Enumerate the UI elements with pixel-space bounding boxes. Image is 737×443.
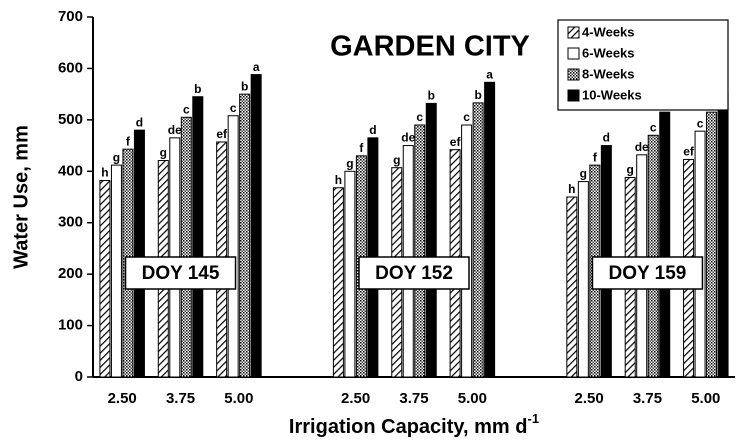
bar-letter: ef (216, 127, 228, 141)
bar-letter: c (650, 120, 657, 134)
bar-letter: h (568, 182, 575, 196)
legend-swatch (567, 68, 580, 81)
bar-letter: a (486, 67, 493, 81)
x-axis-label-text: Irrigation Capacity, mm d (289, 416, 528, 438)
x-tick-label: 2.50 (341, 390, 370, 407)
x-tick-label: 5.00 (224, 390, 253, 407)
bar (577, 181, 589, 378)
y-tick-label: 400 (58, 162, 83, 179)
group-label: DOY 145 (142, 263, 220, 284)
bar-letter: g (160, 146, 167, 160)
y-axis-label: Water Use, mm (10, 125, 32, 269)
group-label-box (124, 256, 237, 290)
legend-label: 6-Weeks (582, 45, 635, 60)
bar-letter: de (401, 131, 415, 145)
bar-letter: c (230, 101, 237, 115)
y-tick-label: 300 (58, 214, 83, 231)
legend-label: 10-Weeks (582, 87, 642, 102)
y-tick-label: 700 (58, 8, 83, 25)
bar-letter: de (168, 123, 182, 137)
bar-letter: c (463, 110, 470, 124)
group-label: DOY 152 (375, 263, 453, 284)
bar-letter: f (593, 150, 598, 164)
bar-letter: a (253, 60, 260, 74)
bar (425, 102, 437, 378)
x-tick-label: 5.00 (691, 390, 720, 407)
bar (484, 81, 496, 378)
bar-letter: c (416, 110, 423, 124)
group-label: DOY 159 (609, 263, 687, 284)
bar-letter: h (335, 173, 342, 187)
bar (694, 130, 706, 378)
bar (332, 187, 344, 378)
bar-letter: g (346, 156, 353, 170)
bar-letter: b (241, 79, 248, 93)
bar (239, 93, 251, 378)
x-axis-label: Irrigation Capacity, mm d-1 (289, 411, 539, 438)
legend-label: 8-Weeks (582, 66, 635, 81)
x-tick-label: 2.50 (108, 390, 137, 407)
bar-letter: ef (683, 145, 695, 159)
bar (110, 164, 122, 378)
x-tick-label: 3.75 (166, 390, 195, 407)
legend-swatch (567, 89, 580, 102)
chart-title: GARDEN CITY (330, 31, 530, 63)
bar (566, 196, 578, 378)
group-label-box (358, 256, 470, 290)
legend-swatch (567, 26, 580, 39)
bar-letter: d (369, 123, 376, 137)
y-tick-label: 0 (75, 368, 83, 385)
bar (250, 74, 262, 378)
legend-label: 4-Weeks (582, 24, 635, 39)
bar-letter: g (393, 153, 400, 167)
bar (647, 134, 659, 378)
group-label-box (591, 256, 704, 290)
x-tick-label: 5.00 (458, 390, 487, 407)
bar-letter: f (126, 134, 131, 148)
bar-letter: f (359, 141, 364, 155)
bar (99, 180, 111, 378)
bar-letter: b (194, 82, 201, 96)
bar-letter: g (113, 150, 120, 164)
y-tick-label: 200 (58, 265, 83, 282)
y-tick-label: 100 (58, 317, 83, 334)
legend-box (557, 19, 729, 111)
bar (133, 129, 145, 378)
bar-letter: h (101, 166, 108, 180)
bar (706, 111, 718, 378)
y-tick-label: 600 (58, 59, 83, 76)
bar-letter: c (183, 102, 190, 116)
bar (472, 102, 484, 378)
x-tick-label: 3.75 (633, 390, 662, 407)
bar-letter: b (474, 88, 481, 102)
x-tick-label: 2.50 (574, 390, 603, 407)
bar (180, 116, 192, 378)
x-tick-label: 3.75 (399, 390, 428, 407)
bar-letter: c (697, 116, 704, 130)
bar (414, 124, 426, 378)
bar-letter: g (580, 167, 587, 181)
bar-letter: d (603, 131, 610, 145)
legend-swatch (567, 47, 580, 60)
y-tick-label: 500 (58, 111, 83, 128)
bar (717, 93, 729, 378)
bar (659, 111, 671, 378)
bar (344, 170, 356, 378)
bar-letter: ef (450, 135, 462, 149)
bar (192, 96, 204, 378)
x-axis-label-superscript: -1 (528, 411, 540, 426)
bar (227, 115, 239, 378)
bar-letter: de (635, 140, 649, 154)
bar (461, 124, 473, 378)
bar-letter: g (627, 163, 634, 177)
bar-letter: b (428, 89, 435, 103)
bar-letter: d (136, 115, 143, 129)
